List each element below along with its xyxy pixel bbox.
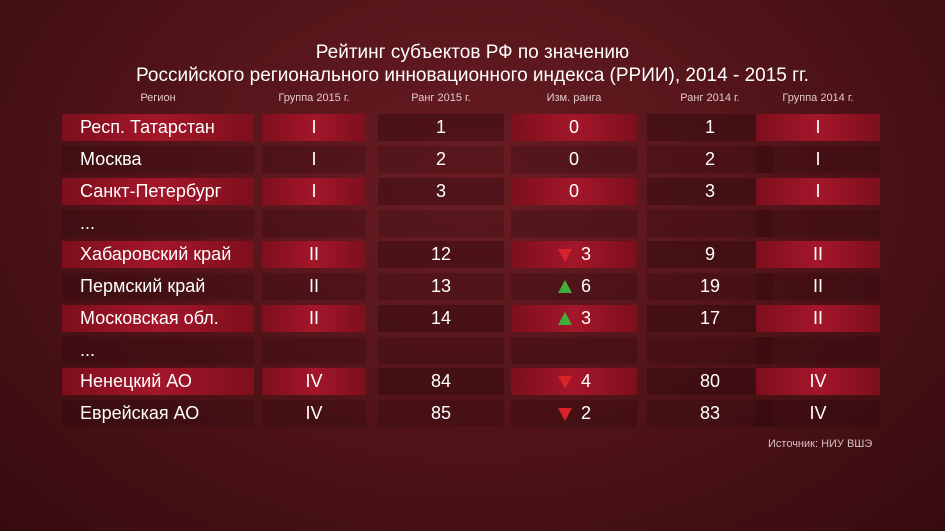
- group-2014-cell: IV: [756, 400, 880, 427]
- rank-2015-cell: [378, 337, 504, 364]
- arrow-up-icon: [557, 279, 572, 293]
- ellipsis-row: ...: [62, 208, 880, 239]
- rank-change-cell: 4: [511, 368, 637, 395]
- group-2014-cell: II: [756, 273, 880, 300]
- group-2015-cell: I: [262, 146, 366, 173]
- rank-change-value: 6: [580, 276, 591, 296]
- table-row: Московская обл. II 14 3 17 II: [62, 303, 880, 335]
- rating-table: Респ. Татарстан I 1 0 1 I Москва I 2 0 2 I Санкт-Пет…: [62, 112, 880, 430]
- rank-2014-cell: 80: [647, 368, 773, 395]
- rank-change-value: 0: [568, 117, 579, 137]
- rank-2014-cell: 17: [647, 305, 773, 332]
- rank-2014-cell: 19: [647, 273, 773, 300]
- group-2015-cell: II: [262, 241, 366, 268]
- rank-2015-cell: 3: [378, 178, 504, 205]
- rank-2014-cell: 2: [647, 146, 773, 173]
- group-2014-cell: [756, 210, 880, 237]
- rank-2015-cell: 14: [378, 305, 504, 332]
- group-2015-cell: IV: [262, 368, 366, 395]
- rank-change-value: 0: [568, 181, 579, 201]
- group-2015-cell: I: [262, 114, 366, 141]
- table-row: Москва I 2 0 2 I: [62, 144, 880, 176]
- group-2014-cell: I: [756, 146, 880, 173]
- rank-2015-cell: 1: [378, 114, 504, 141]
- region-cell: ...: [62, 337, 254, 364]
- source-note: Источник: НИУ ВШЭ: [768, 438, 873, 450]
- group-2014-cell: II: [756, 305, 880, 332]
- rank-2015-cell: 12: [378, 241, 504, 268]
- group-2015-cell: [262, 210, 366, 237]
- arrow-down-icon: [557, 375, 572, 389]
- rank-2014-cell: [647, 210, 773, 237]
- group-2015-cell: [262, 337, 366, 364]
- rank-2015-cell: 13: [378, 273, 504, 300]
- rank-2014-cell: 83: [647, 400, 773, 427]
- rank-2015-cell: 85: [378, 400, 504, 427]
- rank-2014-cell: 3: [647, 178, 773, 205]
- rank-2014-cell: [647, 337, 773, 364]
- group-2015-cell: II: [262, 273, 366, 300]
- region-cell: Ненецкий АО: [62, 368, 254, 395]
- group-2014-cell: I: [756, 178, 880, 205]
- table-row: Хабаровский край II 12 3 9 II: [62, 239, 880, 271]
- region-cell: Санкт-Петербург: [62, 178, 254, 205]
- group-2014-cell: II: [756, 241, 880, 268]
- group-2015-cell: I: [262, 178, 366, 205]
- region-cell: Московская обл.: [62, 305, 254, 332]
- rank-2015-cell: 2: [378, 146, 504, 173]
- rank-change-value: 3: [580, 244, 591, 264]
- table-row: Пермский край II 13 6 19 II: [62, 271, 880, 303]
- rank-2014-cell: 9: [647, 241, 773, 268]
- ellipsis-row: ...: [62, 335, 880, 366]
- header-group-2014: Группа 2014 г.: [782, 92, 854, 104]
- rank-2015-cell: [378, 210, 504, 237]
- arrow-down-icon: [557, 407, 572, 421]
- rank-change-cell: 0: [511, 178, 637, 205]
- rank-change-cell: 0: [511, 114, 637, 141]
- chart-title-line-1: Рейтинг субъектов РФ по значению: [315, 42, 630, 63]
- rank-change-value: 4: [580, 371, 591, 391]
- chart-title-line-2: Российского регионального инновационного…: [136, 65, 809, 86]
- rank-change-value: 3: [580, 308, 591, 328]
- table-row: Респ. Татарстан I 1 0 1 I: [62, 112, 880, 144]
- rank-change-cell: 0: [511, 146, 637, 173]
- rank-change-value: 0: [568, 149, 579, 169]
- rank-change-cell: 6: [511, 273, 637, 300]
- group-2015-cell: IV: [262, 400, 366, 427]
- rank-change-cell: 3: [511, 241, 637, 268]
- table-row: Ненецкий АО IV 84 4 80 IV: [62, 366, 880, 398]
- group-2014-cell: IV: [756, 368, 880, 395]
- rank-change-cell: [511, 210, 637, 237]
- rank-change-cell: 3: [511, 305, 637, 332]
- group-2015-cell: II: [262, 305, 366, 332]
- header-rank-change: Изм. ранга: [546, 92, 602, 104]
- header-region: Регион: [140, 92, 176, 104]
- rank-change-value: 2: [580, 403, 591, 423]
- region-cell: ...: [62, 210, 254, 237]
- group-2014-cell: I: [756, 114, 880, 141]
- region-cell: Москва: [62, 146, 254, 173]
- table-row: Санкт-Петербург I 3 0 3 I: [62, 176, 880, 208]
- arrow-down-icon: [557, 248, 572, 262]
- arrow-up-icon: [557, 311, 572, 325]
- header-rank-2015: Ранг 2015 г.: [411, 92, 471, 104]
- rank-change-cell: [511, 337, 637, 364]
- region-cell: Пермский край: [62, 273, 254, 300]
- region-cell: Хабаровский край: [62, 241, 254, 268]
- table-row: Еврейская АО IV 85 2 83 IV: [62, 398, 880, 430]
- header-rank-2014: Ранг 2014 г.: [680, 92, 740, 104]
- group-2014-cell: [756, 337, 880, 364]
- rank-2014-cell: 1: [647, 114, 773, 141]
- region-cell: Респ. Татарстан: [62, 114, 254, 141]
- rank-change-cell: 2: [511, 400, 637, 427]
- rank-2015-cell: 84: [378, 368, 504, 395]
- region-cell: Еврейская АО: [62, 400, 254, 427]
- header-group-2015: Группа 2015 г.: [278, 92, 350, 104]
